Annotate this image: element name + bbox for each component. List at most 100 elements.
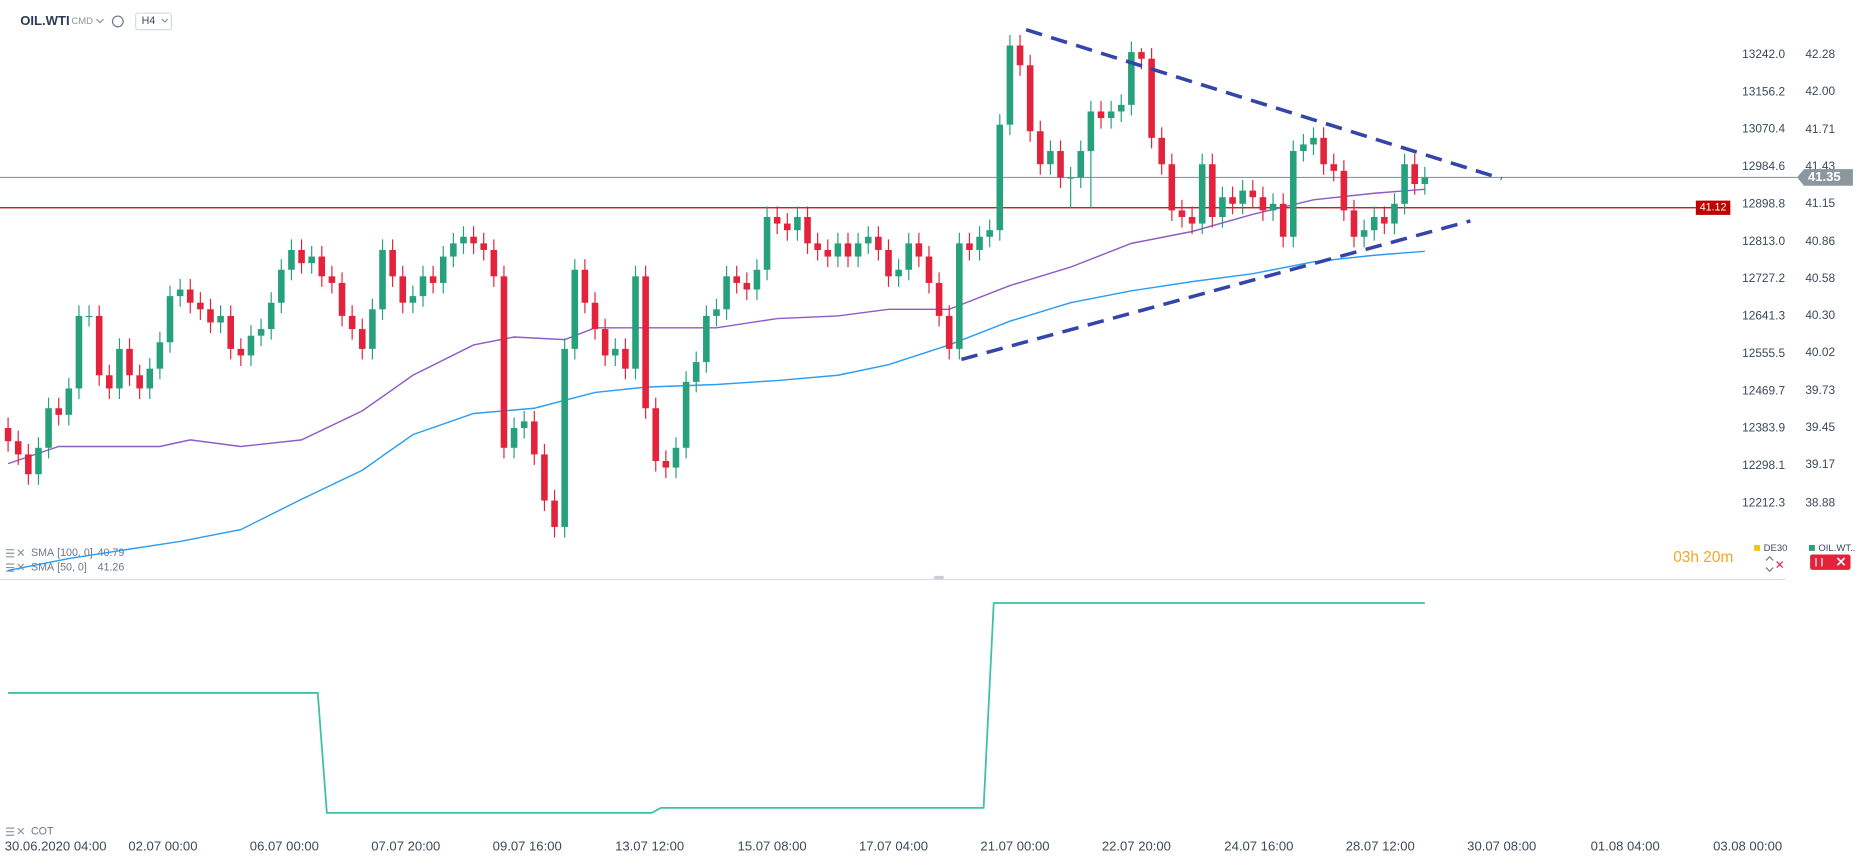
candle-body — [1148, 58, 1155, 138]
candle-body — [1117, 104, 1125, 112]
candle-body — [662, 460, 670, 468]
candle-body — [763, 216, 771, 270]
reorder-icon[interactable] — [1765, 555, 1774, 572]
y2-tick-label: 12383.9 — [1742, 421, 1785, 435]
candle-body — [85, 315, 93, 318]
cot-line — [8, 602, 1425, 814]
candle-body — [1219, 197, 1226, 217]
remove-icon[interactable] — [1776, 561, 1784, 568]
countdown: 03h 20m — [1673, 549, 1733, 566]
y2-tick-label: 12212.3 — [1742, 495, 1785, 509]
candle-body — [257, 329, 265, 336]
candle-body — [622, 348, 629, 369]
candle-body — [288, 249, 295, 270]
candle-body — [571, 269, 579, 349]
candle-body — [1381, 216, 1388, 224]
x-tick-label: 21.07 00:00 — [980, 839, 1049, 854]
candle-body — [935, 282, 943, 316]
candle-body — [399, 276, 407, 303]
legend-remove[interactable] — [17, 549, 25, 557]
symbol[interactable]: OIL.WTI — [20, 13, 69, 28]
candle-body — [1320, 137, 1327, 165]
candle-body — [1300, 144, 1307, 152]
dropdown-caret[interactable] — [95, 18, 104, 24]
y-tick-label: 39.45 — [1805, 420, 1835, 434]
candle-body — [551, 500, 558, 527]
candle-body — [1229, 197, 1236, 204]
candle-body — [703, 315, 710, 363]
legend-value: 41.26 — [98, 561, 125, 573]
candle-body — [1360, 230, 1368, 237]
candle-body — [1097, 111, 1105, 119]
candle-body — [956, 243, 963, 349]
tab-name[interactable]: DE30 — [1764, 543, 1788, 554]
candle-body — [692, 362, 700, 382]
y-tick-label: 40.58 — [1805, 271, 1835, 285]
legend-name: SMA — [31, 561, 55, 573]
candle-body — [1067, 177, 1074, 179]
candle-body — [945, 315, 953, 349]
candle-body — [217, 315, 224, 323]
candle-body — [1178, 210, 1186, 217]
candle-body — [1401, 164, 1408, 204]
compare-tabs: DE30 OIL.WT.. — [1754, 543, 1855, 554]
interval-box[interactable] — [135, 12, 172, 31]
candle-body — [1087, 111, 1095, 152]
candle-body — [986, 230, 993, 237]
candle-body — [804, 216, 811, 244]
candle-body — [308, 256, 315, 264]
candle-body — [541, 454, 548, 501]
candle-body — [925, 256, 933, 283]
candle-body — [561, 348, 568, 527]
candle-body — [1259, 197, 1267, 211]
candle-body — [885, 249, 892, 277]
candle-body — [318, 256, 326, 277]
legend-params: [100, 0] — [57, 547, 93, 559]
candle-body — [298, 249, 305, 264]
candle-body — [1370, 216, 1378, 231]
legend-value: 40.79 — [98, 547, 125, 559]
candle-body — [227, 315, 235, 349]
candle-body — [1411, 164, 1418, 185]
close-button[interactable] — [1810, 554, 1851, 570]
last-price-label: 41.35 — [1808, 169, 1841, 184]
trendline — [960, 219, 1471, 362]
x-tick-label: 30.06.2020 04:00 — [5, 839, 107, 854]
candle-body — [743, 282, 751, 290]
y-tick-label: 39.73 — [1805, 383, 1835, 397]
tab-name[interactable]: OIL.WT.. — [1818, 543, 1855, 554]
candle-body — [611, 348, 619, 356]
candle-body — [1047, 151, 1054, 165]
y2-tick-label: 13242.0 — [1742, 47, 1785, 61]
candle-body — [409, 296, 417, 303]
candle-body — [723, 276, 730, 310]
y-tick-label: 38.88 — [1805, 495, 1835, 509]
candle-body — [854, 243, 862, 257]
interval[interactable]: H4 — [142, 15, 156, 27]
candle-body — [419, 276, 427, 297]
candle-body — [966, 243, 973, 250]
tab-swatch — [1808, 544, 1815, 551]
legend-name: SMA — [31, 547, 55, 559]
info-icon[interactable] — [111, 15, 124, 28]
x-tick-label: 09.07 16:00 — [493, 839, 562, 854]
candle-body — [1158, 137, 1166, 165]
candle-body — [450, 243, 457, 257]
candle-body — [136, 375, 143, 389]
legend-remove[interactable] — [17, 827, 25, 835]
y2-tick-label: 12727.2 — [1742, 271, 1785, 285]
candle-body — [1026, 65, 1034, 132]
candle-body — [278, 269, 285, 303]
x-tick-label: 06.07 00:00 — [250, 839, 319, 854]
candle-body — [1209, 164, 1216, 217]
candle-body — [1239, 190, 1246, 204]
candle-body — [601, 329, 609, 356]
y-tick-label: 41.71 — [1805, 122, 1835, 136]
x-tick-label: 22.07 20:00 — [1102, 839, 1171, 854]
panel-handle[interactable] — [934, 575, 944, 580]
y2-tick-label: 12469.7 — [1742, 383, 1785, 397]
candle-body — [1421, 177, 1429, 185]
y-tick-label: 39.17 — [1805, 457, 1835, 471]
candle-body — [1107, 111, 1115, 119]
